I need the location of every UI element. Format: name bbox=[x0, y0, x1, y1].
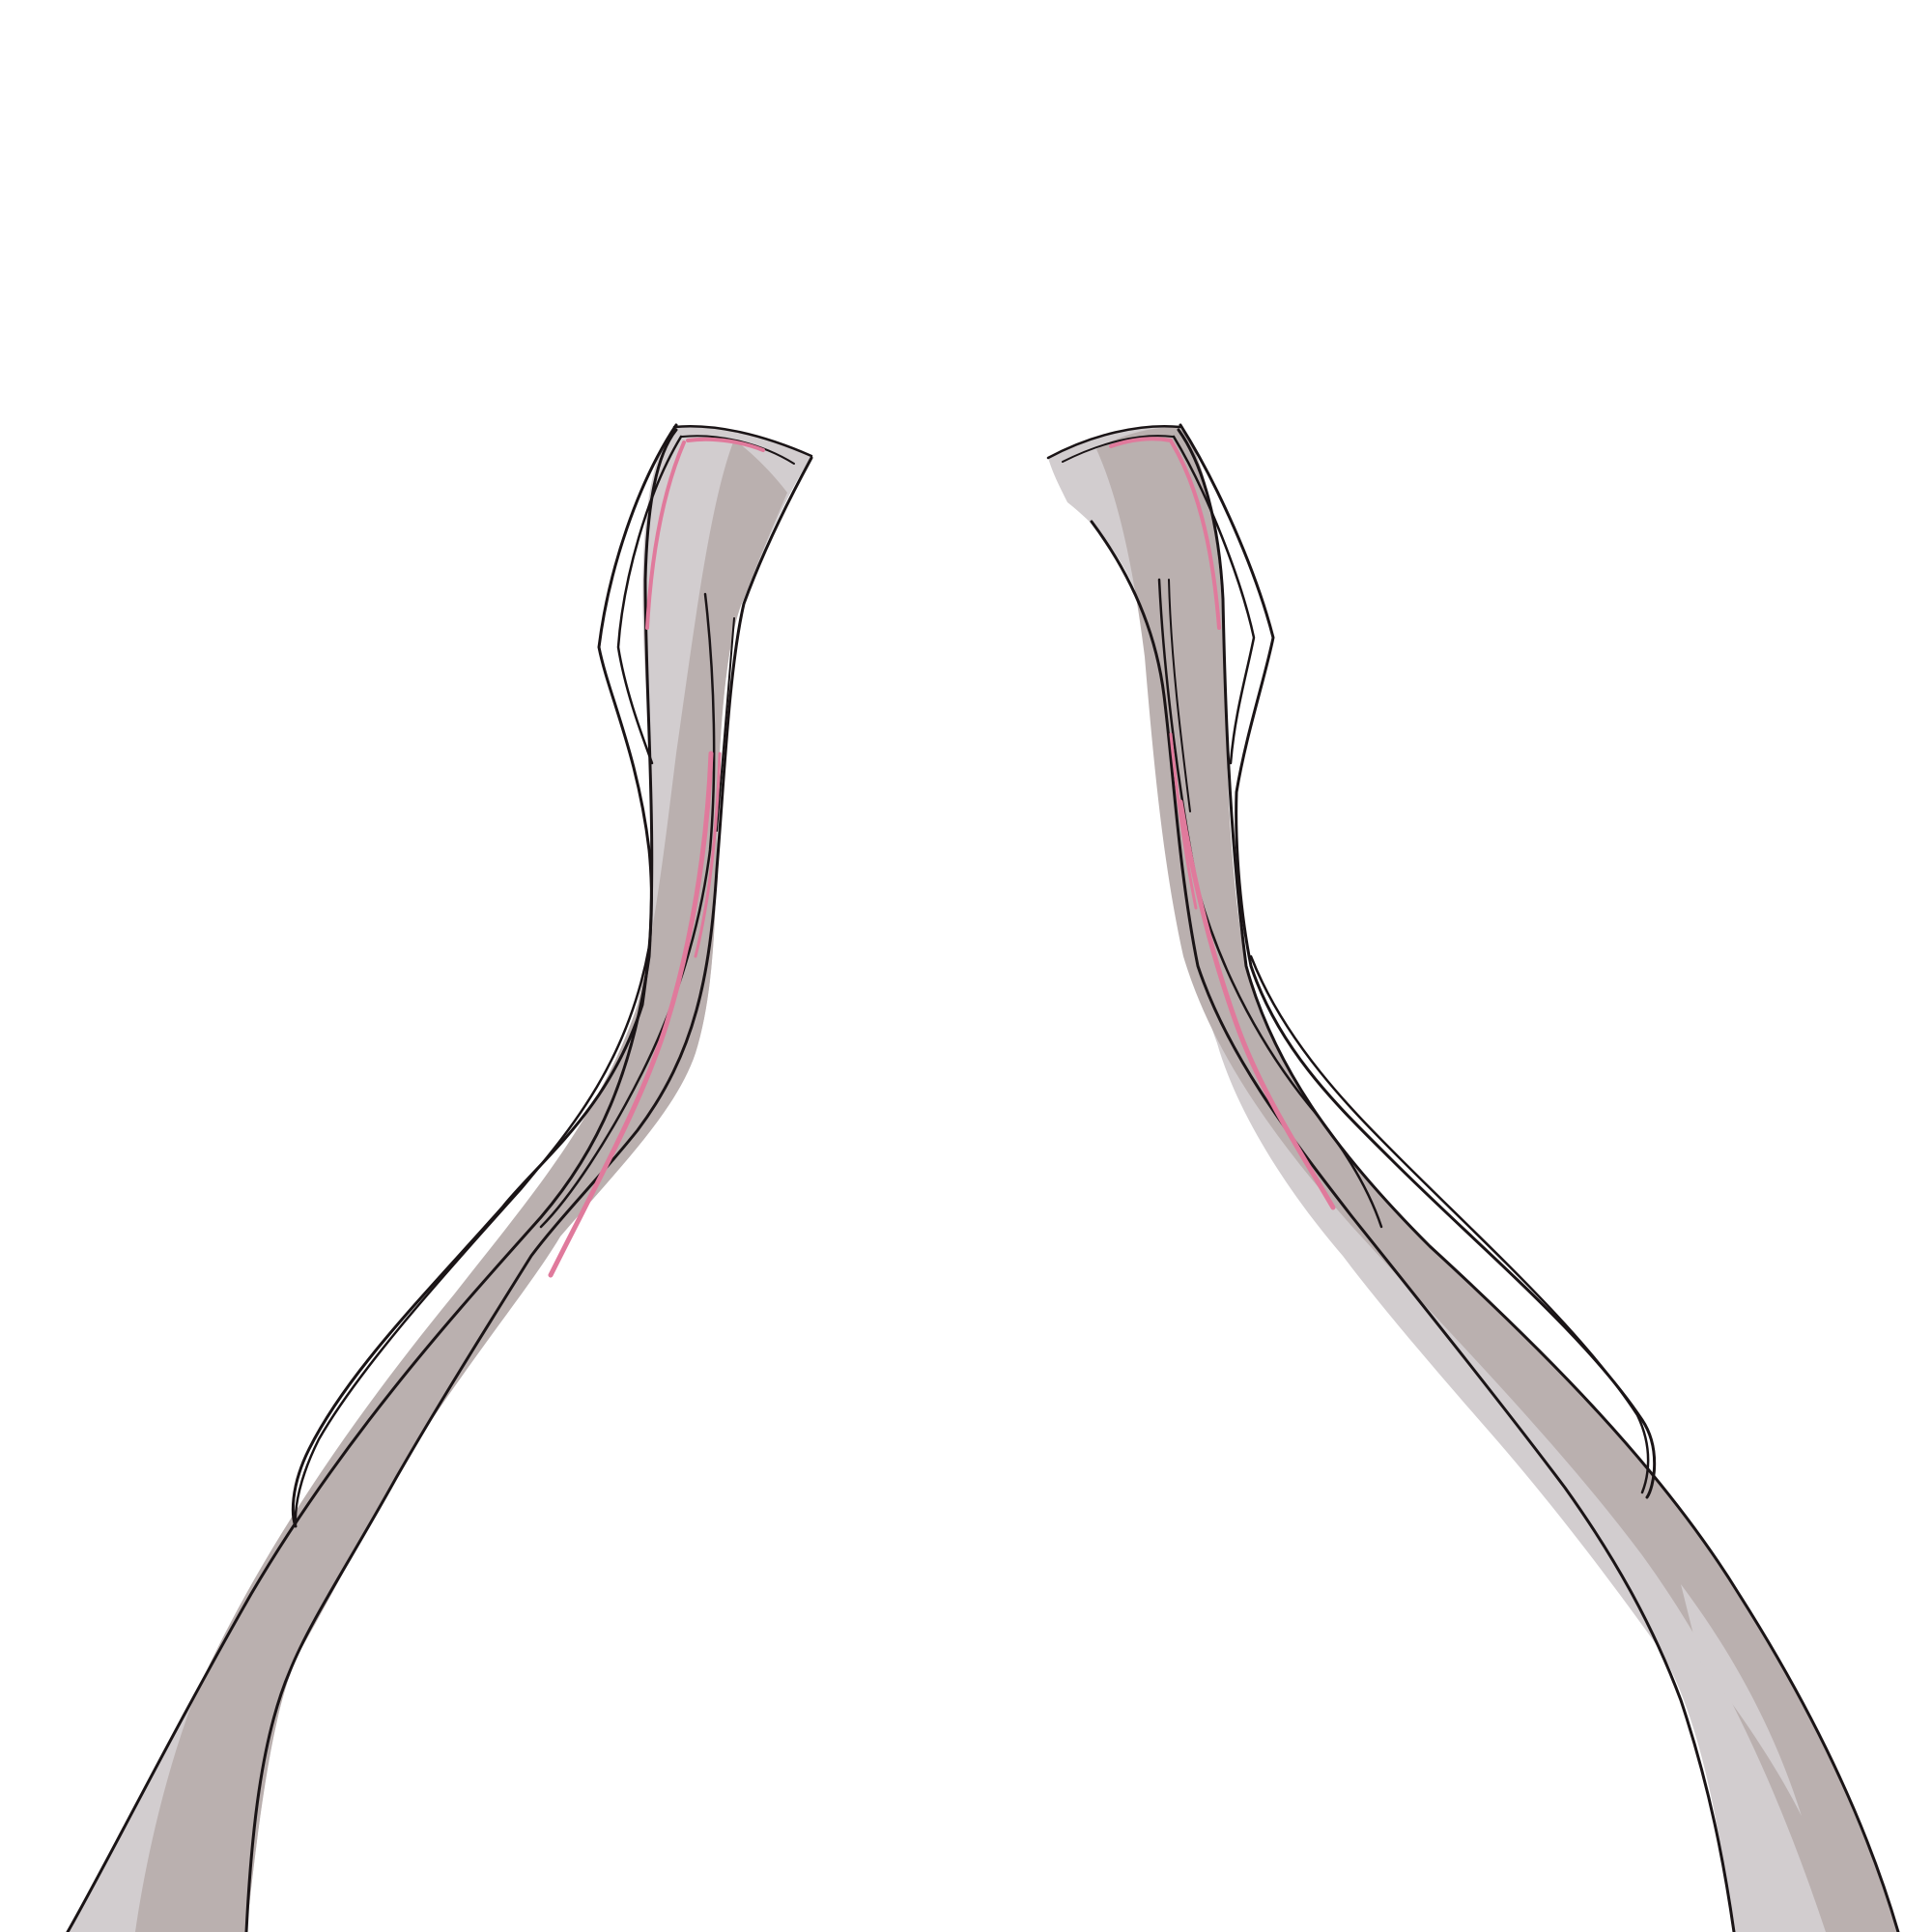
left-strand-shade bbox=[135, 440, 787, 1932]
right-strand-bottom-highlight bbox=[1681, 1584, 1802, 1816]
right-flyaway-outer-inner bbox=[1172, 435, 1256, 765]
left-flyaway-lower-loop bbox=[294, 945, 651, 1526]
left-hair-strand bbox=[66, 423, 813, 1932]
right-hair-strand bbox=[1046, 423, 1900, 1932]
right-flyaway-lower-loop bbox=[1249, 954, 1650, 1494]
right-pink-highlight-mid-2 bbox=[1169, 732, 1198, 910]
left-pink-highlight-cap bbox=[686, 437, 765, 452]
right-strand-top-cap bbox=[1046, 425, 1182, 460]
right-strand-top-cap-2 bbox=[1062, 435, 1174, 463]
right-pink-highlight-mid bbox=[1178, 799, 1336, 1210]
left-pink-highlight-top bbox=[645, 440, 686, 630]
left-flyaway-outer-inner bbox=[616, 435, 683, 765]
left-strand-inner-lock bbox=[539, 592, 716, 1229]
left-strand-outer-edge bbox=[66, 428, 678, 1932]
right-pink-highlight-cap bbox=[1109, 437, 1173, 448]
left-strand-inner-lock-2 bbox=[716, 617, 735, 832]
left-pink-highlight-mid-2 bbox=[694, 752, 722, 958]
right-pink-highlight-top bbox=[1170, 440, 1221, 630]
right-strand-inner-lock bbox=[1157, 578, 1383, 1229]
left-strand-top-cap bbox=[672, 425, 813, 458]
right-strand-inner-lock-2 bbox=[1168, 579, 1191, 812]
left-strand-inner-edge bbox=[244, 456, 813, 1932]
right-strand-outer-edge bbox=[1177, 428, 1900, 1932]
right-strand-inner-edge bbox=[1090, 520, 1736, 1932]
left-pink-highlight-mid bbox=[548, 751, 714, 1278]
right-strand-shade bbox=[1096, 427, 1898, 1932]
left-flyaway-outer bbox=[291, 423, 678, 1528]
